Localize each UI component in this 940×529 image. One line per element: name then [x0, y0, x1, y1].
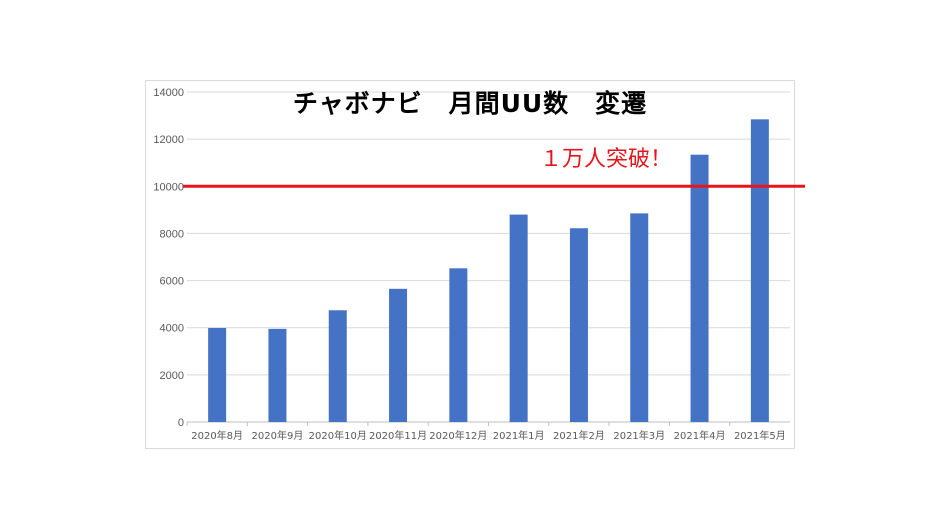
x-tick-label: 2021年5月 — [734, 429, 786, 442]
bar — [449, 268, 468, 422]
x-tick-label: 2020年9月 — [252, 429, 304, 442]
bar — [268, 328, 287, 422]
y-tick-label: 14000 — [153, 87, 184, 99]
y-tick-label: 8000 — [160, 228, 184, 240]
x-tick-label: 2020年10月 — [309, 429, 367, 442]
x-tick-label: 2020年12月 — [429, 429, 487, 442]
bar — [208, 327, 227, 422]
bar — [389, 288, 408, 422]
bar — [509, 214, 528, 422]
y-tick-label: 12000 — [153, 134, 184, 146]
x-tick-label: 2020年11月 — [369, 429, 427, 442]
y-tick-label: 6000 — [160, 276, 184, 288]
bar — [569, 228, 588, 422]
x-tick-label: 2021年4月 — [674, 429, 726, 442]
annotation-label: １万人突破！ — [540, 147, 673, 172]
x-tick-label: 2021年1月 — [493, 429, 545, 442]
x-tick-label: 2021年2月 — [553, 429, 605, 442]
y-tick-label: 4000 — [160, 323, 184, 335]
x-tick-label: 2021年3月 — [613, 429, 665, 442]
bar — [630, 213, 649, 422]
y-tick-label: 10000 — [153, 181, 184, 193]
bar — [750, 119, 769, 422]
bar — [328, 310, 347, 422]
y-tick-label: 0 — [178, 417, 184, 429]
chart-frame — [145, 80, 795, 449]
chart-title: チャボナビ 月間UU数 変遷 — [292, 89, 648, 118]
bar — [690, 154, 709, 422]
x-tick-label: 2020年8月 — [191, 429, 243, 442]
y-tick-label: 2000 — [160, 370, 184, 382]
